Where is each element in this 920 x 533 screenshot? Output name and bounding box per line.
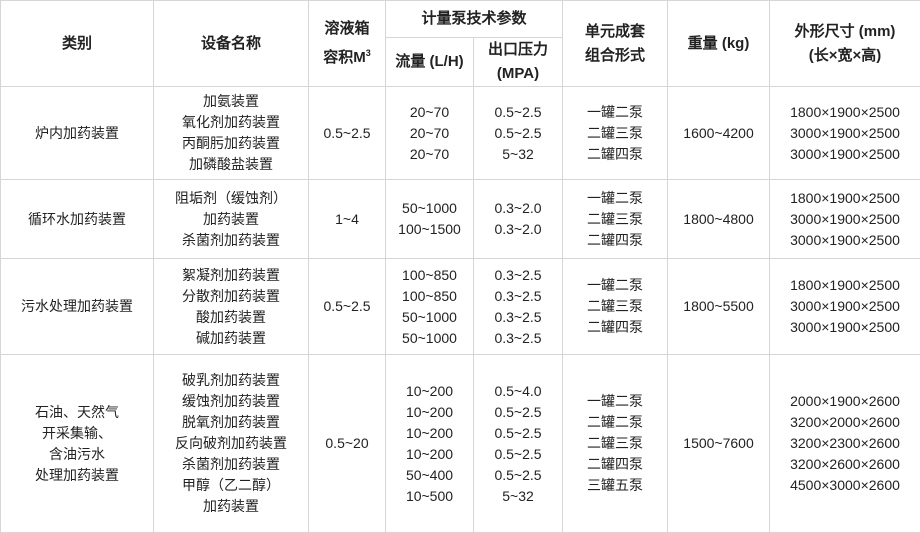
header-weight: 重量 (kg)	[667, 0, 771, 87]
cell-devices: 破乳剂加药装置 缓蚀剂加药装置 脱氧剂加药装置 反向破剂加药装置 杀菌剂加药装置…	[153, 354, 309, 533]
header-pressure: 出口压力 (MPA)	[472, 37, 564, 87]
cell-volume: 1~4	[308, 179, 386, 259]
table-row: 石油、天然气 开采集输、 含油污水 处理加药装置 破乳剂加药装置 缓蚀剂加药装置…	[0, 354, 920, 533]
cell-pressure: 0.3~2.0 0.3~2.0	[472, 179, 564, 259]
cell-flow: 50~1000 100~1500	[385, 179, 474, 259]
cell-dimensions: 1800×1900×2500 3000×1900×2500 3000×1900×…	[769, 86, 920, 180]
cell-category: 循环水加药装置	[0, 179, 154, 259]
cell-devices: 阻垢剂（缓蚀剂） 加药装置 杀菌剂加药装置	[153, 179, 309, 259]
cell-flow: 20~70 20~70 20~70	[385, 86, 474, 180]
table-row: 炉内加药装置 加氨装置 氧化剂加药装置 丙酮肟加药装置 加磷酸盐装置 0.5~2…	[0, 86, 920, 180]
header-category: 类别	[0, 0, 154, 87]
cell-pressure: 0.5~4.0 0.5~2.5 0.5~2.5 0.5~2.5 0.5~2.5 …	[472, 354, 564, 533]
cell-combo: 一罐二泵 二罐二泵 二罐三泵 二罐四泵 三罐五泵	[562, 354, 669, 533]
header-tank-volume-label: 溶液箱 容积M	[323, 20, 370, 66]
cell-devices: 加氨装置 氧化剂加药装置 丙酮肟加药装置 加磷酸盐装置	[153, 86, 309, 180]
header-dimensions: 外形尺寸 (mm) (长×宽×高)	[769, 0, 920, 87]
header-pump-params: 计量泵技术参数	[384, 0, 564, 38]
header-flow: 流量 (L/H)	[385, 37, 474, 87]
cell-flow: 100~850 100~850 50~1000 50~1000	[385, 258, 474, 355]
cell-combo: 一罐二泵 二罐三泵 二罐四泵	[562, 86, 669, 180]
cell-devices: 絮凝剂加药装置 分散剂加药装置 酸加药装置 碱加药装置	[153, 258, 309, 355]
cell-volume: 0.5~20	[308, 354, 386, 533]
table-row: 污水处理加药装置 絮凝剂加药装置 分散剂加药装置 酸加药装置 碱加药装置 0.5…	[0, 258, 920, 355]
cell-combo: 一罐二泵 二罐三泵 二罐四泵	[562, 258, 669, 355]
cell-pressure: 0.5~2.5 0.5~2.5 5~32	[472, 86, 564, 180]
cell-volume: 0.5~2.5	[308, 258, 386, 355]
cell-category: 污水处理加药装置	[0, 258, 154, 355]
cell-dimensions: 2000×1900×2600 3200×2000×2600 3200×2300×…	[769, 354, 920, 533]
table-row: 循环水加药装置 阻垢剂（缓蚀剂） 加药装置 杀菌剂加药装置 1~4 50~100…	[0, 179, 920, 259]
cell-combo: 一罐二泵 二罐三泵 二罐四泵	[562, 179, 669, 259]
header-combo: 单元成套 组合形式	[562, 0, 669, 87]
cell-weight: 1500~7600	[667, 354, 771, 533]
cell-weight: 1600~4200	[667, 86, 771, 180]
header-tank-volume: 溶液箱 容积M3	[308, 0, 386, 87]
cell-dimensions: 1800×1900×2500 3000×1900×2500 3000×1900×…	[769, 179, 920, 259]
header-tank-volume-sup: 3	[365, 48, 371, 58]
cell-dimensions: 1800×1900×2500 3000×1900×2500 3000×1900×…	[769, 258, 920, 355]
cell-volume: 0.5~2.5	[308, 86, 386, 180]
cell-flow: 10~200 10~200 10~200 10~200 50~400 10~50…	[385, 354, 474, 533]
header-device-name: 设备名称	[153, 0, 309, 87]
cell-category: 石油、天然气 开采集输、 含油污水 处理加药装置	[0, 354, 154, 533]
cell-category: 炉内加药装置	[0, 86, 154, 180]
cell-weight: 1800~4800	[667, 179, 771, 259]
cell-weight: 1800~5500	[667, 258, 771, 355]
cell-pressure: 0.3~2.5 0.3~2.5 0.3~2.5 0.3~2.5	[472, 258, 564, 355]
